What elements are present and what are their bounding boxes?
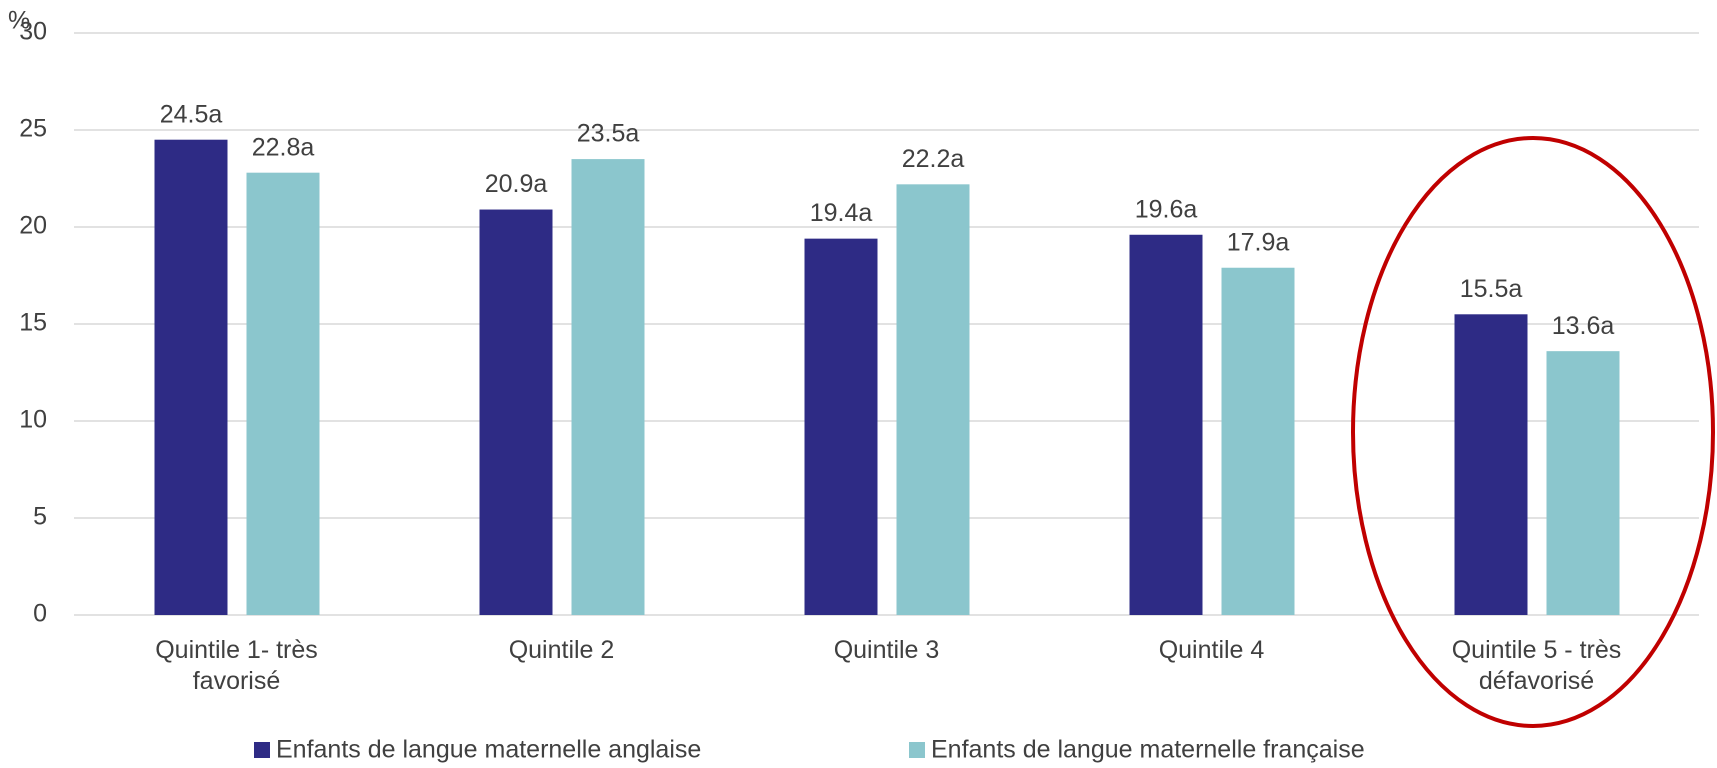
data-label: 22.8a — [252, 133, 315, 161]
bar — [479, 209, 553, 616]
x-tick-label: Quintile 4 — [1158, 636, 1265, 664]
bar — [1221, 267, 1295, 615]
y-tick-label: 20 — [19, 212, 47, 240]
y-tick-label: 25 — [19, 115, 47, 143]
bar — [804, 238, 878, 615]
data-label: 19.6a — [1135, 195, 1198, 223]
y-tick-label: 30 — [19, 18, 47, 46]
data-label: 22.2a — [902, 145, 965, 173]
bar — [1546, 351, 1620, 615]
bar — [154, 139, 228, 615]
y-axis-label: % — [8, 7, 30, 35]
y-tick-label: 5 — [33, 503, 47, 531]
data-label: 23.5a — [577, 120, 640, 148]
data-label: 13.6a — [1552, 312, 1615, 340]
legend-swatch — [254, 742, 270, 758]
legend-swatch — [909, 742, 925, 758]
data-label: 20.9a — [485, 170, 548, 198]
bar — [1454, 314, 1528, 615]
data-label: 19.4a — [810, 199, 873, 227]
y-tick-label: 15 — [19, 309, 47, 337]
bar — [896, 184, 970, 615]
x-tick-label: Quintile 3 — [833, 636, 940, 664]
y-tick-label: 0 — [33, 600, 47, 628]
legend-label: Enfants de langue maternelle française — [931, 736, 1365, 764]
bar — [571, 159, 645, 615]
highlight-ellipse — [1351, 136, 1715, 728]
legend-label: Enfants de langue maternelle anglaise — [276, 736, 701, 764]
x-tick-label: Quintile 5 - très défavorisé — [1451, 636, 1622, 695]
bar — [246, 172, 320, 615]
x-tick-label: Quintile 2 — [508, 636, 615, 664]
bar — [1129, 234, 1203, 615]
y-tick-label: 10 — [19, 406, 47, 434]
data-label: 17.9a — [1227, 228, 1290, 256]
x-tick-label: Quintile 1- très favorisé — [155, 636, 318, 695]
data-label: 15.5a — [1460, 275, 1523, 303]
data-label: 24.5a — [160, 100, 223, 128]
